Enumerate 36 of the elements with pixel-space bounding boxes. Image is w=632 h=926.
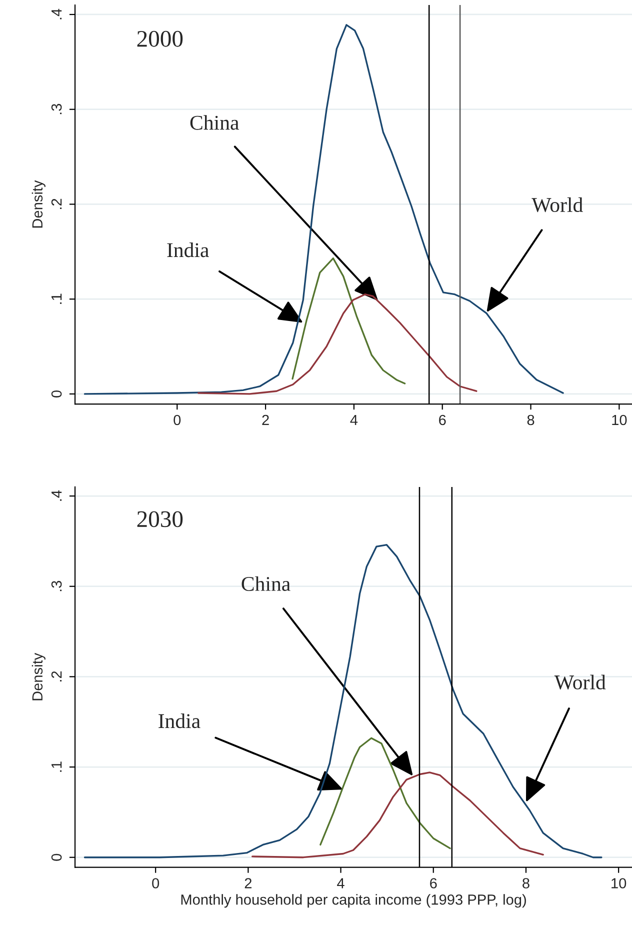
y-tick-label: 0 [51, 854, 62, 861]
line-series [252, 772, 544, 858]
x-tick-label: 0 [152, 878, 160, 888]
x-tick-label: 4 [350, 414, 358, 425]
x-tick-label: 8 [527, 414, 534, 426]
y-tick-label: .2 [51, 198, 62, 209]
x-tick-label: 0 [174, 414, 181, 426]
y-tick-label: .3 [51, 580, 62, 592]
y-axis-title: Density [32, 652, 46, 700]
x-tick-label: 10 [612, 878, 626, 888]
line-series [292, 257, 406, 384]
y-tick-label: .4 [52, 8, 62, 20]
y-tick-label: .3 [51, 104, 62, 114]
y-tick-label: .2 [51, 671, 62, 682]
y-tick-label: .1 [52, 294, 62, 304]
x-tick-label: 6 [439, 414, 446, 426]
y-tick-label: .1 [52, 762, 62, 772]
annotation: India [158, 713, 200, 728]
annotation: 2030 [137, 511, 183, 528]
x-tick-label: 8 [522, 878, 530, 888]
annotation: 2000 [137, 30, 183, 47]
y-tick-label: 0 [51, 390, 62, 398]
annotation: World [554, 674, 606, 690]
x-tick-label: 2 [244, 878, 252, 888]
x-tick-label: 2 [262, 414, 269, 425]
y-axis-title: Density [32, 180, 46, 228]
x-tick-label: 6 [430, 878, 437, 888]
x-tick-label: 10 [612, 414, 627, 426]
y-tick-label: .4 [52, 490, 62, 501]
annotation: China [190, 115, 239, 130]
line-series [320, 737, 451, 850]
x-axis-title: Monthly household per capita income (1993 PPP, log) [181, 894, 526, 908]
annotation: India [167, 242, 209, 258]
annotation: China [242, 576, 290, 591]
annotation: World [532, 197, 583, 212]
x-tick-label: 4 [337, 878, 344, 888]
